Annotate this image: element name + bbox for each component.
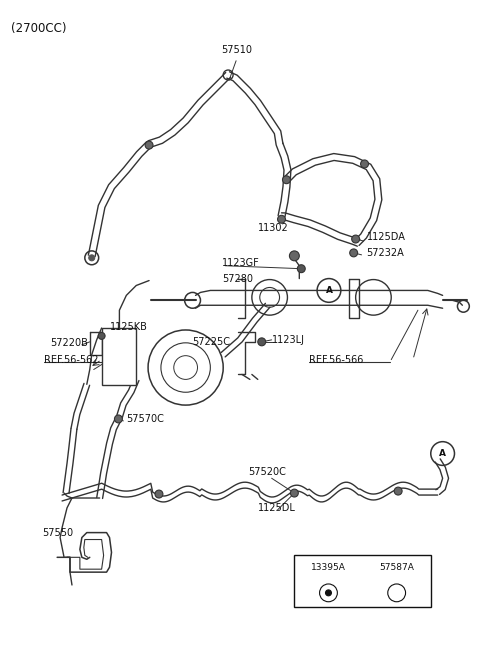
Text: A: A — [325, 286, 333, 295]
Text: REF.56-566: REF.56-566 — [309, 355, 363, 365]
Circle shape — [145, 141, 153, 149]
Circle shape — [89, 255, 95, 261]
Text: 57220B: 57220B — [50, 338, 88, 348]
Circle shape — [360, 160, 369, 168]
Circle shape — [325, 590, 331, 596]
Text: 1125DA: 1125DA — [367, 232, 406, 242]
Circle shape — [155, 490, 163, 498]
Text: 57232A: 57232A — [367, 248, 404, 258]
Text: 57550: 57550 — [42, 527, 73, 538]
Text: 57225C: 57225C — [192, 337, 230, 347]
Circle shape — [289, 251, 300, 261]
Bar — [102, 328, 136, 385]
Circle shape — [258, 338, 266, 346]
Text: 57520C: 57520C — [248, 467, 286, 478]
Circle shape — [352, 235, 360, 243]
Text: 57570C: 57570C — [126, 414, 164, 424]
Text: 1125DL: 1125DL — [258, 503, 296, 513]
Bar — [294, 556, 431, 607]
Text: 57587A: 57587A — [379, 563, 414, 571]
Text: REF.56-562: REF.56-562 — [44, 355, 99, 365]
Circle shape — [98, 333, 105, 339]
Text: 1125KB: 1125KB — [109, 322, 147, 332]
Text: 57280: 57280 — [222, 274, 253, 283]
Circle shape — [350, 249, 358, 257]
Text: (2700CC): (2700CC) — [11, 22, 66, 35]
Circle shape — [394, 487, 402, 495]
Circle shape — [277, 215, 286, 223]
Text: 11302: 11302 — [258, 223, 288, 234]
Text: A: A — [439, 449, 446, 458]
Text: 1123GF: 1123GF — [222, 258, 260, 268]
Text: 57510: 57510 — [222, 45, 252, 55]
Circle shape — [114, 415, 122, 423]
Text: 13395A: 13395A — [311, 563, 346, 571]
Circle shape — [290, 489, 298, 497]
Text: 1123LJ: 1123LJ — [272, 335, 305, 345]
Circle shape — [283, 176, 290, 184]
Circle shape — [297, 265, 305, 273]
